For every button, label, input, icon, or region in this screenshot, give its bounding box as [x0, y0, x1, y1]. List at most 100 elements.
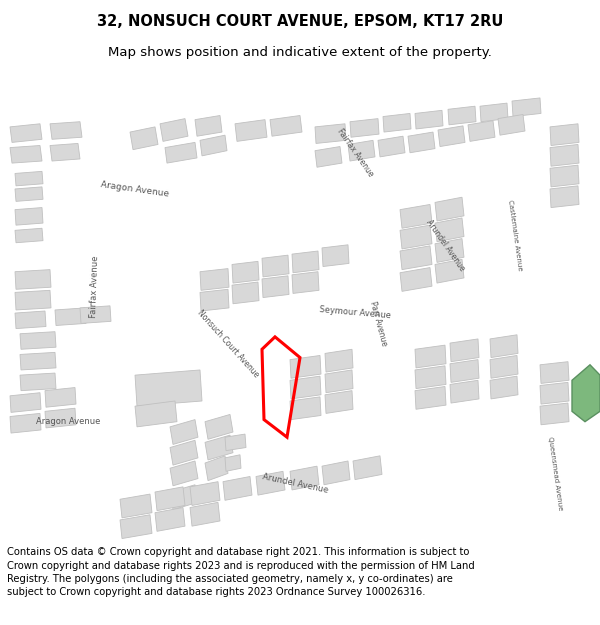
Polygon shape	[120, 515, 152, 539]
Polygon shape	[400, 204, 432, 228]
Polygon shape	[170, 461, 198, 486]
Polygon shape	[378, 136, 405, 157]
Polygon shape	[450, 359, 479, 382]
Polygon shape	[235, 119, 267, 141]
Polygon shape	[292, 272, 319, 293]
Polygon shape	[10, 413, 41, 433]
Text: Aragon Avenue: Aragon Avenue	[100, 180, 170, 198]
Text: Arundel Avenue: Arundel Avenue	[424, 218, 466, 273]
Polygon shape	[50, 144, 80, 161]
Polygon shape	[490, 335, 518, 357]
Polygon shape	[170, 419, 198, 444]
Text: Fairfax Avenue: Fairfax Avenue	[89, 256, 101, 319]
Polygon shape	[290, 356, 321, 378]
Text: Seymour Avenue: Seymour Avenue	[319, 306, 391, 321]
Polygon shape	[315, 124, 346, 144]
Polygon shape	[15, 208, 43, 225]
Polygon shape	[10, 392, 41, 412]
Polygon shape	[448, 106, 476, 125]
Text: Nonsuch Court Avenue: Nonsuch Court Avenue	[196, 309, 260, 379]
Polygon shape	[550, 124, 579, 146]
Polygon shape	[232, 282, 259, 304]
Polygon shape	[15, 171, 43, 186]
Polygon shape	[200, 289, 229, 311]
Polygon shape	[256, 471, 285, 495]
Polygon shape	[45, 388, 76, 408]
Text: Parr Avenue: Parr Avenue	[368, 300, 388, 347]
Polygon shape	[262, 276, 289, 298]
Polygon shape	[435, 259, 464, 283]
Polygon shape	[155, 487, 185, 511]
Polygon shape	[325, 370, 353, 392]
Text: Castlemaine Avenue: Castlemaine Avenue	[507, 199, 523, 271]
Polygon shape	[450, 380, 479, 403]
Polygon shape	[290, 397, 321, 419]
Polygon shape	[498, 114, 525, 135]
Polygon shape	[550, 144, 579, 166]
Polygon shape	[15, 311, 46, 329]
Polygon shape	[205, 435, 233, 460]
Polygon shape	[415, 111, 443, 129]
Polygon shape	[120, 494, 152, 518]
Polygon shape	[450, 339, 479, 362]
Polygon shape	[80, 306, 111, 323]
Polygon shape	[400, 246, 432, 269]
Polygon shape	[438, 126, 465, 146]
Polygon shape	[468, 121, 495, 141]
Polygon shape	[325, 349, 353, 372]
Text: Arundel Avenue: Arundel Avenue	[261, 472, 329, 495]
Polygon shape	[315, 146, 342, 168]
Text: Contains OS data © Crown copyright and database right 2021. This information is : Contains OS data © Crown copyright and d…	[7, 548, 475, 597]
Polygon shape	[170, 440, 198, 465]
Polygon shape	[290, 466, 319, 490]
Polygon shape	[195, 116, 222, 136]
Polygon shape	[490, 376, 518, 399]
Polygon shape	[10, 124, 42, 142]
Polygon shape	[435, 218, 464, 242]
Polygon shape	[322, 461, 350, 485]
Polygon shape	[15, 291, 51, 310]
Polygon shape	[490, 356, 518, 378]
Text: Queensmead Avenue: Queensmead Avenue	[547, 436, 563, 511]
Polygon shape	[415, 345, 446, 368]
Polygon shape	[435, 198, 464, 221]
Polygon shape	[15, 187, 43, 201]
Polygon shape	[190, 482, 220, 506]
Polygon shape	[200, 269, 229, 291]
Polygon shape	[232, 261, 259, 283]
Polygon shape	[50, 122, 82, 139]
Polygon shape	[480, 103, 508, 122]
Polygon shape	[383, 114, 411, 132]
Polygon shape	[572, 365, 600, 422]
Polygon shape	[225, 455, 241, 471]
Polygon shape	[55, 308, 86, 326]
Polygon shape	[262, 255, 289, 277]
Polygon shape	[415, 386, 446, 409]
Polygon shape	[200, 135, 227, 156]
Polygon shape	[15, 269, 51, 289]
Text: 32, NONSUCH COURT AVENUE, EPSOM, KT17 2RU: 32, NONSUCH COURT AVENUE, EPSOM, KT17 2R…	[97, 14, 503, 29]
Polygon shape	[292, 251, 319, 272]
Polygon shape	[15, 228, 43, 242]
Text: Fairfax Avenue: Fairfax Avenue	[335, 127, 375, 179]
Polygon shape	[205, 414, 233, 439]
Polygon shape	[205, 456, 228, 481]
Polygon shape	[20, 352, 56, 370]
Polygon shape	[20, 373, 56, 391]
Polygon shape	[270, 116, 302, 136]
Polygon shape	[190, 503, 220, 526]
Polygon shape	[225, 434, 246, 451]
Text: Map shows position and indicative extent of the property.: Map shows position and indicative extent…	[108, 46, 492, 59]
Polygon shape	[540, 362, 569, 383]
Polygon shape	[20, 332, 56, 349]
Text: Aragon Avenue: Aragon Avenue	[36, 417, 100, 426]
Polygon shape	[400, 268, 432, 291]
Polygon shape	[550, 186, 579, 208]
Polygon shape	[415, 366, 446, 389]
Polygon shape	[155, 508, 185, 531]
Polygon shape	[45, 408, 76, 428]
Polygon shape	[408, 132, 435, 152]
Polygon shape	[290, 376, 321, 399]
Polygon shape	[348, 141, 375, 161]
Polygon shape	[135, 370, 202, 406]
